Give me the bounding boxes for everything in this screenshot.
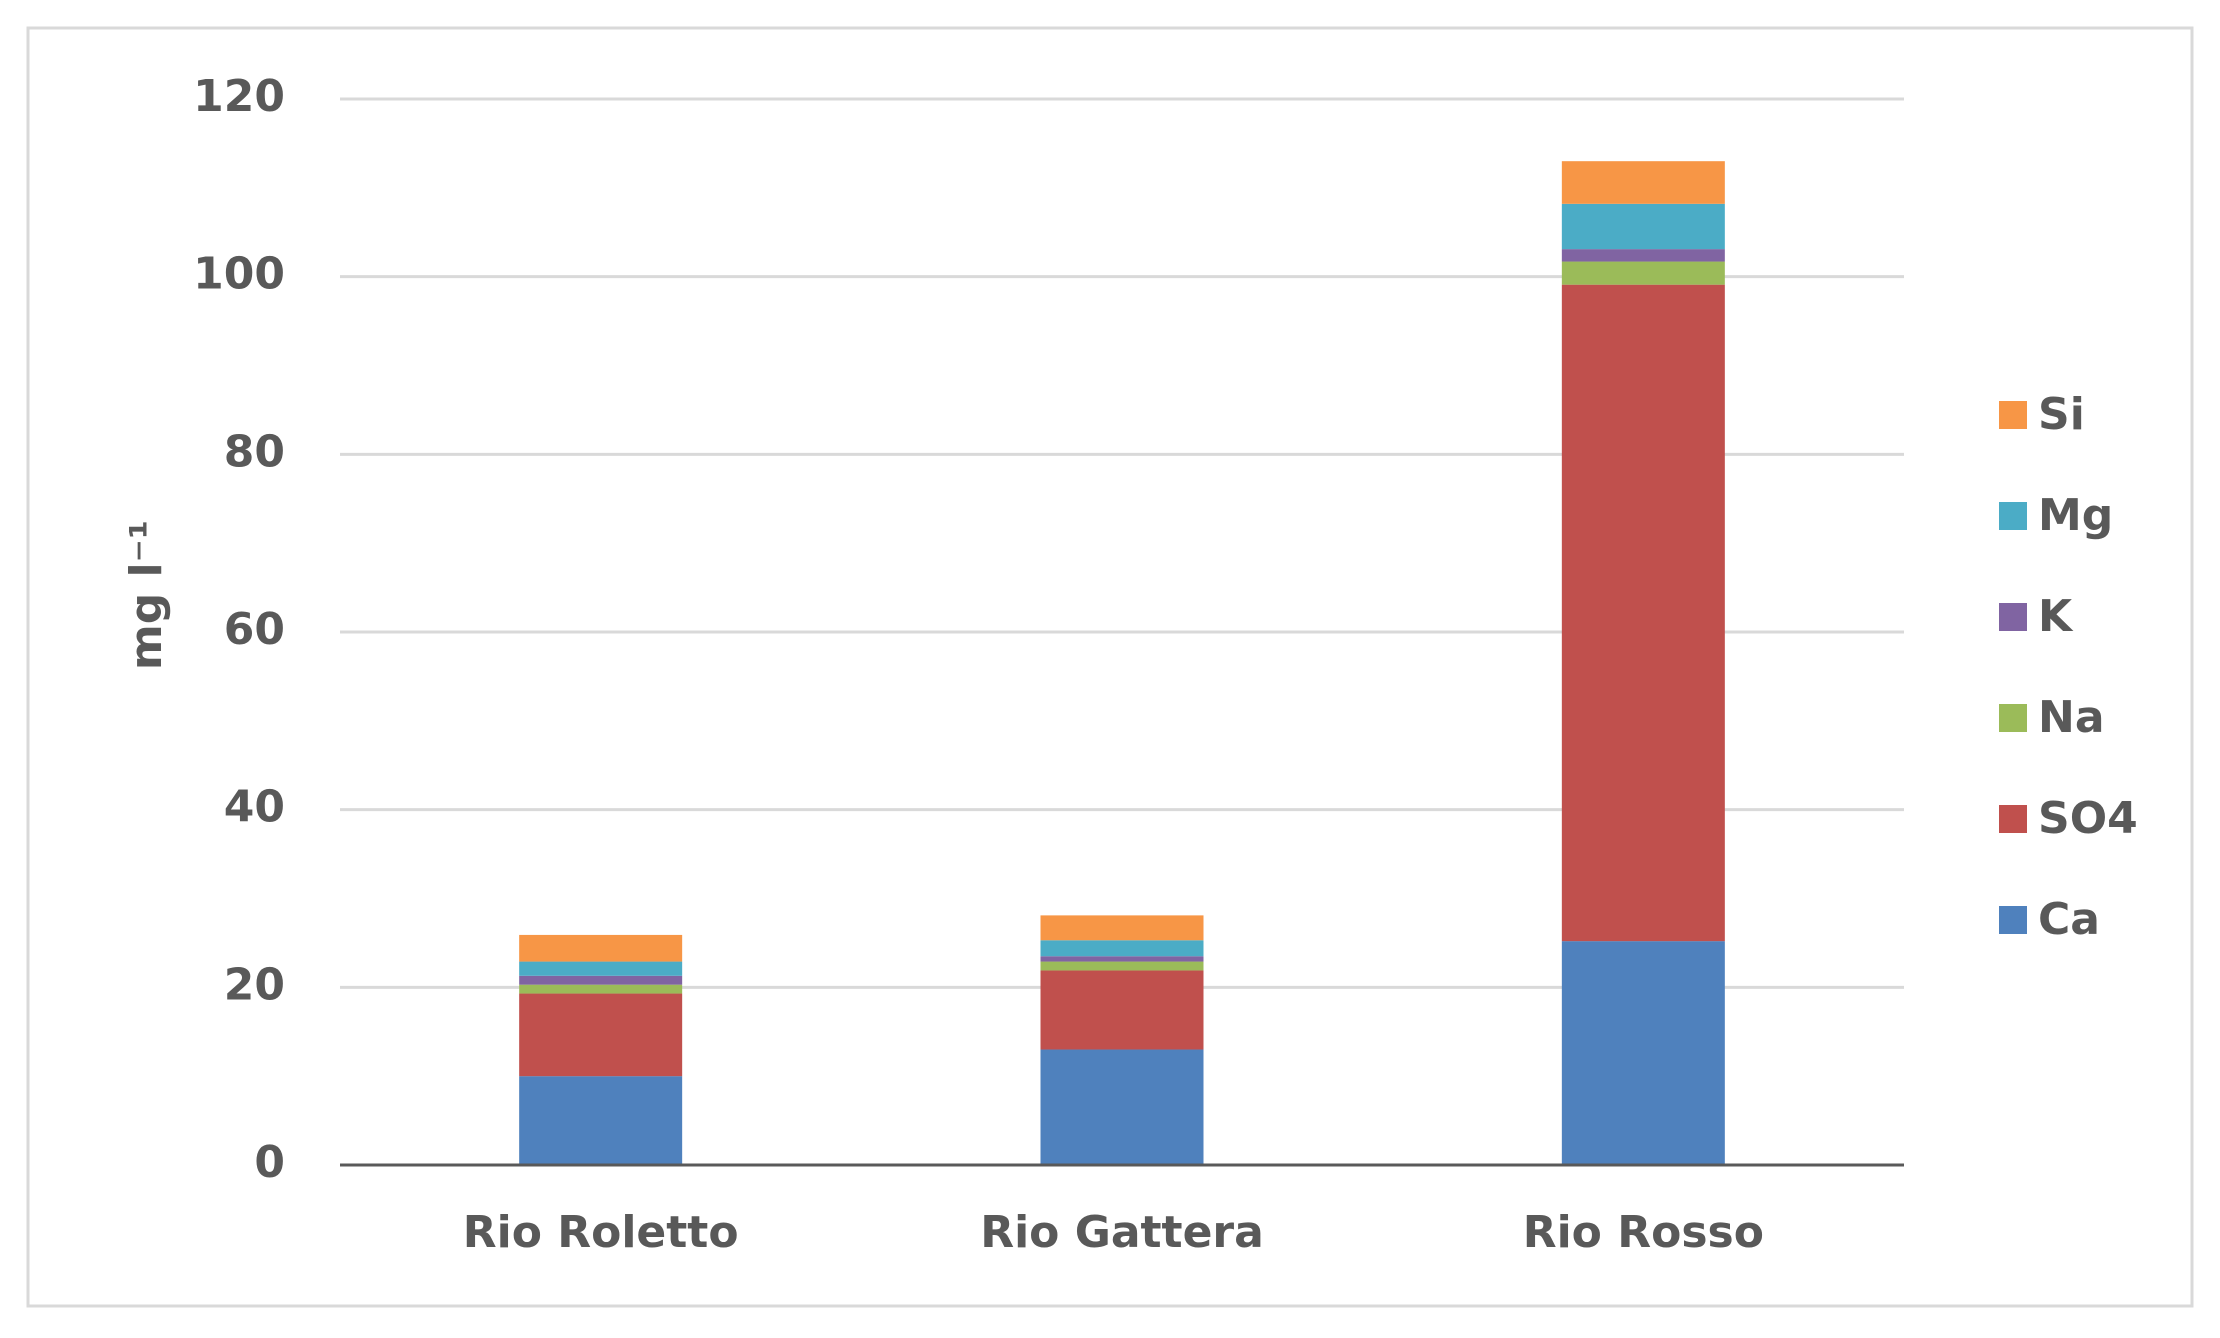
legend-swatch bbox=[1999, 704, 2027, 732]
bar-segment bbox=[519, 1076, 683, 1165]
y-tick-label: 80 bbox=[224, 426, 285, 477]
bar-segment bbox=[1561, 249, 1725, 262]
legend-label: SO4 bbox=[2038, 793, 2138, 844]
legend-swatch bbox=[1999, 401, 2027, 429]
bar-segment bbox=[1561, 203, 1725, 250]
bar-segment bbox=[519, 961, 683, 976]
legend-swatch bbox=[1999, 603, 2027, 631]
x-tick-label: Rio Gattera bbox=[980, 1207, 1264, 1258]
bar-segment bbox=[1561, 261, 1725, 285]
bar-segment bbox=[519, 975, 683, 985]
y-tick-label: 0 bbox=[254, 1137, 285, 1188]
x-tick-label: Rio Rosso bbox=[1523, 1207, 1764, 1258]
y-tick-label: 60 bbox=[224, 604, 285, 655]
bar-segment bbox=[1561, 941, 1725, 1165]
legend-swatch bbox=[1999, 805, 2027, 833]
legend-swatch bbox=[1999, 906, 2027, 934]
legend-label: Si bbox=[2038, 389, 2085, 440]
bar-segment bbox=[1561, 284, 1725, 942]
bar-segment bbox=[1040, 970, 1204, 1050]
bar-segment bbox=[519, 934, 683, 962]
y-axis-label: mg l⁻¹ bbox=[121, 520, 172, 670]
legend-label: Mg bbox=[2038, 490, 2113, 541]
bar-segment bbox=[1561, 161, 1725, 204]
x-tick-label: Rio Roletto bbox=[463, 1207, 739, 1258]
legend-label: K bbox=[2038, 591, 2074, 642]
bar-segment bbox=[519, 993, 683, 1077]
y-tick-label: 40 bbox=[224, 782, 285, 833]
bar-segment bbox=[519, 984, 683, 994]
y-tick-label: 20 bbox=[224, 959, 285, 1010]
legend-label: Na bbox=[2038, 692, 2105, 743]
bar-segment bbox=[1040, 915, 1204, 941]
y-tick-label: 100 bbox=[193, 249, 285, 300]
bar-segment bbox=[1040, 1049, 1204, 1165]
bar-segment bbox=[1040, 940, 1204, 957]
bar-segment bbox=[1040, 961, 1204, 971]
legend-swatch bbox=[1999, 502, 2027, 530]
y-tick-label: 120 bbox=[193, 71, 285, 122]
bar-segment bbox=[1040, 956, 1204, 962]
legend-label: Ca bbox=[2038, 894, 2100, 945]
